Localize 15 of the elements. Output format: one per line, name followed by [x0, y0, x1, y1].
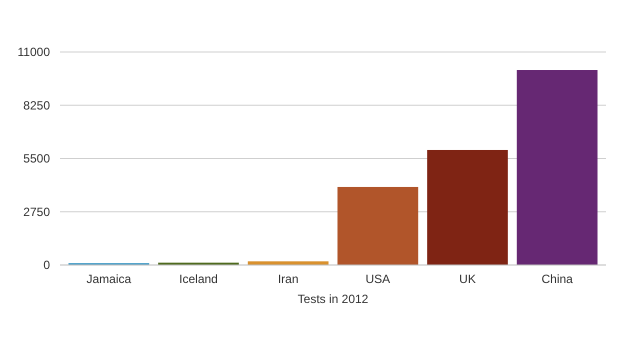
- bar: [337, 186, 418, 265]
- x-tick-label: UK: [459, 272, 476, 286]
- x-tick-label: Iceland: [179, 272, 218, 286]
- y-tick-label: 8250: [23, 98, 50, 112]
- y-tick-label: 5500: [23, 152, 50, 166]
- y-tick-label: 11000: [18, 45, 50, 60]
- x-tick-label: Iran: [278, 272, 299, 286]
- bar: [427, 150, 508, 265]
- x-tick-label: USA: [365, 272, 390, 286]
- bar: [516, 70, 598, 265]
- x-tick-label: China: [541, 272, 574, 286]
- y-tick-label: 2750: [23, 204, 50, 219]
- x-axis-title: Tests in 2012: [298, 292, 369, 306]
- y-tick-label: 0: [43, 258, 50, 272]
- x-tick-label: Jamaica: [86, 272, 132, 286]
